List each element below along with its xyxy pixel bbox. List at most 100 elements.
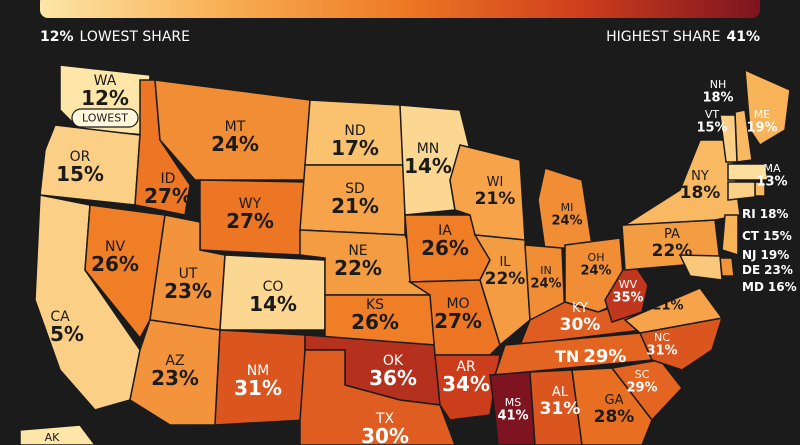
state-shape: [84, 204, 166, 340]
legend-low-value: 12%: [40, 29, 74, 45]
lowest-badge: LOWEST: [82, 112, 128, 125]
state-value: 12%: [81, 86, 129, 110]
state-shape: [473, 234, 531, 347]
state-shape: [721, 214, 739, 257]
state-value: 23%: [151, 366, 199, 390]
state-value: 14%: [249, 292, 297, 316]
state-value: 29%: [583, 346, 626, 367]
state-abbr: WI: [487, 175, 504, 190]
state-abbr: AR: [456, 359, 476, 375]
state-abbr: AZ: [165, 353, 184, 369]
state-value: 24%: [580, 264, 611, 279]
state-value: 22%: [652, 241, 693, 261]
state-abbr: KY: [572, 301, 588, 316]
state-value: 21%: [331, 194, 379, 218]
state-value: 27%: [226, 209, 274, 233]
state-value: 26%: [91, 252, 139, 276]
state-abbr: OK: [383, 353, 404, 369]
state-abbr: SC: [635, 368, 650, 381]
state-value: 36%: [369, 366, 417, 390]
legend-high-value: 41%: [726, 29, 760, 45]
state-abbr: AK: [45, 431, 61, 444]
state-label: TN 29%: [555, 346, 626, 367]
state-value: 13%: [756, 175, 787, 190]
state-label: DE 23%: [742, 263, 793, 277]
state-abbr: VT: [705, 108, 720, 121]
state-shape: [529, 369, 583, 445]
state-label: RI 18%: [742, 207, 788, 221]
state-abbr: NV: [105, 239, 125, 255]
state-value: 28%: [594, 407, 635, 427]
state-label: CT 15%: [742, 229, 792, 243]
state-abbr: CA: [50, 309, 70, 325]
legend-high: HIGHEST SHARE 41%: [606, 29, 760, 45]
state-value: 15%: [696, 121, 727, 136]
state-value: 21%: [475, 189, 516, 209]
state-shape: [571, 367, 653, 445]
lowest-badge-box: [71, 108, 139, 128]
state-abbr: SD: [345, 181, 365, 197]
state-value: 22%: [485, 269, 526, 289]
state-shape: [434, 354, 501, 421]
state-value: 15%: [763, 229, 792, 243]
state-abbr: ID: [161, 171, 176, 187]
state-shape: [727, 181, 756, 201]
state-abbr: NH: [710, 78, 727, 91]
state-abbr: TN: [555, 347, 579, 366]
legend-high-text: HIGHEST SHARE: [606, 29, 720, 45]
state-value: 19%: [761, 248, 790, 262]
state-value: 24%: [211, 132, 259, 156]
state-value: 23%: [764, 263, 793, 277]
state-abbr: ME: [754, 108, 770, 121]
state-abbr: CT: [742, 229, 760, 243]
state-value: 18%: [702, 91, 733, 106]
state-abbr: TX: [375, 411, 395, 427]
state-abbr: VA: [661, 286, 676, 299]
state-abbr: IN: [540, 264, 551, 277]
state-abbr: MT: [225, 119, 246, 135]
state-value: 24%: [551, 214, 582, 229]
state-shape: [19, 424, 96, 445]
state-shape: [727, 163, 769, 181]
state-value: 35%: [612, 291, 643, 306]
state-abbr: KS: [366, 297, 384, 313]
state-shape: [719, 114, 738, 163]
state-value: 34%: [442, 372, 490, 396]
state-abbr: MN: [417, 141, 440, 157]
state-abbr: AL: [552, 385, 569, 400]
state-abbr: NM: [247, 363, 270, 379]
state-shape: [489, 371, 536, 445]
legend-low: 12% LOWEST SHARE: [40, 29, 190, 45]
state-value: 24%: [530, 277, 561, 292]
state-abbr: MA: [763, 162, 780, 175]
state-abbr: MO: [446, 296, 469, 312]
state-value: 23%: [164, 279, 212, 303]
state-abbr: ND: [344, 123, 365, 139]
state-value: 15%: [56, 162, 104, 186]
state-abbr: NY: [691, 169, 709, 184]
state-abbr: UT: [179, 266, 198, 282]
state-shape: [154, 79, 311, 181]
state-shape: [678, 254, 723, 281]
state-abbr: MI: [561, 201, 574, 214]
state-abbr: IL: [499, 255, 511, 270]
state-abbr: GA: [605, 393, 624, 408]
state-value: 30%: [560, 315, 601, 335]
state-value: 26%: [351, 310, 399, 334]
state-value: 27%: [144, 184, 192, 208]
state-abbr: WY: [239, 196, 262, 212]
state-abbr: MD: [742, 280, 764, 294]
state-abbr: IA: [438, 223, 452, 239]
state-value: 41%: [497, 409, 528, 424]
state-abbr: OH: [588, 251, 605, 264]
legend-bar: [40, 0, 760, 18]
state-value: 30%: [361, 424, 409, 445]
state-abbr: NC: [654, 331, 670, 344]
state-abbr: WA: [94, 73, 117, 89]
state-abbr: WV: [619, 278, 638, 291]
state-shape: [610, 359, 683, 422]
state-value: 26%: [421, 236, 469, 260]
state-abbr: DE: [742, 263, 760, 277]
state-abbr: OR: [70, 149, 91, 165]
state-value: 31%: [540, 399, 581, 419]
